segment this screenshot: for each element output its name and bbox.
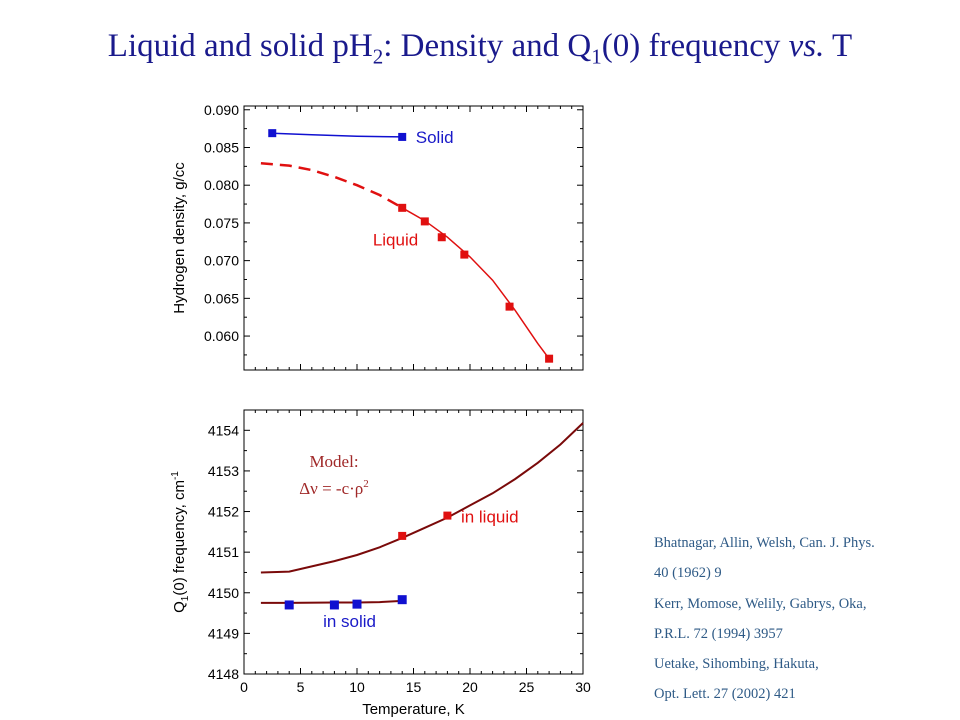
y-tick-label: 4151 xyxy=(208,544,239,560)
solid-data-point xyxy=(329,600,339,610)
y-tick-label: 4149 xyxy=(208,625,239,641)
reference-line: Uetake, Sihombing, Hakuta, xyxy=(654,656,819,673)
x-tick-label: 5 xyxy=(297,679,305,695)
x-tick-label: 25 xyxy=(519,679,535,695)
liquid-data-point xyxy=(443,511,452,520)
x-tick-label: 15 xyxy=(406,679,422,695)
x-tick-label: 30 xyxy=(575,679,591,695)
in-liquid-label: in liquid xyxy=(461,508,519,527)
y-tick-label: 0.090 xyxy=(204,102,239,118)
y-axis-label: Q1(0) frequency, cm-1 xyxy=(170,471,191,613)
density-panel: 0.060 0.065 0.070 0.075 0.080 0.085 0.090 Hydro… xyxy=(171,102,584,371)
solid-data-point xyxy=(284,600,294,610)
x-axis-label: Temperature, K xyxy=(362,701,465,718)
y-axis-label: Hydrogen density, g/cc xyxy=(171,162,188,314)
liquid-data-point xyxy=(420,217,429,226)
y-tick-label: 4152 xyxy=(208,504,239,520)
reference-line: Bhatnagar, Allin, Welsh, Can. J. Phys. xyxy=(654,535,875,551)
in-solid-label: in solid xyxy=(323,612,376,631)
frequency-panel: 0 5 10 15 20 25 30 4148 4149 4150 4151 4152 4153 4154… xyxy=(170,409,591,718)
references: Bhatnagar, Allin, Welsh, Can. J. Phys. 4… xyxy=(654,528,954,710)
solid-label: Solid xyxy=(416,128,454,147)
x-tick-label: 20 xyxy=(462,679,478,695)
y-tick-label: 4153 xyxy=(208,463,239,479)
solid-density-line xyxy=(272,132,403,138)
reference-line: Kerr, Momose, Welily, Gabrys, Oka, xyxy=(654,595,867,612)
liquid-data-point xyxy=(398,203,407,212)
solid-model-curve xyxy=(260,599,403,604)
liquid-label: Liquid xyxy=(373,231,418,250)
plot-frame xyxy=(243,409,584,675)
reference-line: P.R.L. 72 (1994) 3957 xyxy=(654,625,783,642)
y-tick-label: 0.075 xyxy=(204,215,239,231)
liquid-density-line xyxy=(401,207,550,360)
y-tick-label: 4150 xyxy=(208,585,239,601)
liquid-model-curve xyxy=(260,422,584,574)
x-tick-label: 0 xyxy=(240,679,248,695)
model-annotation-formula: Δν = -c·ρ2 xyxy=(299,478,369,498)
liquid-extrapolation-line xyxy=(260,162,403,209)
y-tick-label: 0.085 xyxy=(204,139,239,155)
solid-data-point xyxy=(398,132,407,141)
solid-data-point xyxy=(352,599,362,609)
liquid-data-point xyxy=(460,250,469,259)
y-tick-label: 4148 xyxy=(208,666,239,682)
solid-data-point xyxy=(397,595,407,605)
reference-line: 40 (1962) 9 xyxy=(654,565,722,582)
y-tick-label: 0.080 xyxy=(204,177,239,193)
slide-title: Liquid and solid pH2: Density and Q1(0) … xyxy=(107,28,853,69)
reference-line: Opt. Lett. 27 (2002) 421 xyxy=(654,686,796,703)
y-tick-label: 0.060 xyxy=(204,328,239,344)
y-tick-label: 4154 xyxy=(208,422,239,438)
liquid-data-point xyxy=(545,354,554,363)
liquid-data-point xyxy=(398,531,407,540)
y-tick-label: 0.070 xyxy=(204,253,239,269)
liquid-data-point xyxy=(505,302,514,311)
y-tick-label: 0.065 xyxy=(204,290,239,306)
liquid-data-point xyxy=(437,233,446,242)
solid-data-point xyxy=(268,129,277,138)
x-tick-label: 10 xyxy=(349,679,365,695)
model-annotation-title: Model: xyxy=(309,452,358,471)
